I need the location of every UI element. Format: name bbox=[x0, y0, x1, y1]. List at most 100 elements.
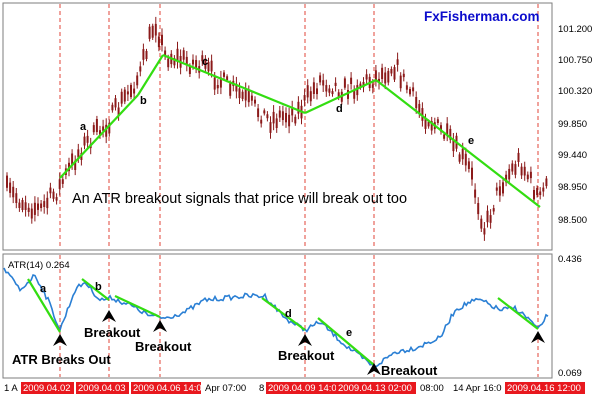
candle-body bbox=[511, 163, 514, 172]
time-label: 2009.04.13 02:00 bbox=[338, 383, 412, 394]
candle-body bbox=[151, 25, 154, 38]
candle-body bbox=[260, 119, 263, 124]
candle-body bbox=[350, 77, 353, 84]
candle-body bbox=[95, 119, 98, 132]
price-trendlines bbox=[59, 53, 541, 208]
candle-body bbox=[337, 92, 340, 97]
candle-body bbox=[297, 101, 300, 114]
candle-body bbox=[111, 104, 114, 111]
candle-body bbox=[331, 91, 334, 95]
time-label: 8 bbox=[259, 383, 264, 394]
atr-trend-segment bbox=[81, 278, 110, 301]
candle-body bbox=[52, 191, 55, 199]
candle-body bbox=[446, 123, 449, 135]
candle-body bbox=[467, 161, 470, 169]
time-label: 14 Apr 16:0 bbox=[453, 383, 502, 394]
trend-segment bbox=[59, 94, 139, 179]
candle-body bbox=[173, 58, 176, 66]
candle-body bbox=[278, 110, 281, 118]
candle-body bbox=[520, 166, 523, 176]
candle-body bbox=[294, 116, 297, 124]
candle-body bbox=[269, 122, 272, 133]
candle-body bbox=[387, 70, 390, 83]
candles bbox=[6, 16, 548, 241]
candle-body bbox=[498, 186, 501, 196]
candle-body bbox=[154, 23, 157, 36]
candle-body bbox=[164, 50, 167, 56]
candle-body bbox=[99, 130, 101, 135]
segment-label-a: a bbox=[80, 121, 87, 133]
candle-body bbox=[529, 171, 532, 179]
atr-axis-max: 0.436 bbox=[558, 254, 582, 265]
candle-body bbox=[120, 91, 123, 104]
candle-body bbox=[319, 75, 322, 83]
candle-body bbox=[142, 49, 145, 60]
time-label: 1 A bbox=[4, 383, 18, 394]
candle-body bbox=[526, 174, 529, 180]
candle-body bbox=[365, 74, 368, 80]
candle-body bbox=[471, 167, 473, 180]
candle-body bbox=[281, 111, 284, 120]
candle-body bbox=[176, 48, 179, 62]
candle-body bbox=[182, 50, 185, 60]
candle-body bbox=[161, 34, 163, 46]
candle-body bbox=[343, 78, 346, 88]
candle-body bbox=[71, 153, 74, 166]
candle-body bbox=[495, 187, 498, 191]
price-axis-label: 101.200 bbox=[558, 24, 592, 35]
candle-body bbox=[241, 91, 244, 99]
candle-body bbox=[40, 203, 43, 208]
price-axis-label: 99.850 bbox=[558, 119, 587, 130]
candle-body bbox=[421, 108, 424, 121]
atr-segment-label-d: d bbox=[285, 308, 292, 320]
candle-body bbox=[133, 88, 136, 94]
candle-body bbox=[114, 98, 117, 108]
candle-body bbox=[55, 197, 58, 201]
candle-body bbox=[486, 210, 489, 223]
candle-body bbox=[192, 59, 194, 65]
atr-axis-min: 0.069 bbox=[558, 368, 582, 379]
atr-trendlines bbox=[27, 278, 539, 366]
candle-body bbox=[9, 182, 12, 193]
atr-segment-label-e: e bbox=[346, 327, 352, 339]
atr-panel-title: ATR(14) 0.264 bbox=[8, 260, 70, 271]
candle-body bbox=[37, 203, 39, 210]
candle-body bbox=[216, 85, 219, 89]
candle-body bbox=[452, 139, 455, 152]
annotation-text: An ATR breakout signals that price will … bbox=[72, 191, 407, 207]
price-axis-label: 98.950 bbox=[558, 182, 587, 193]
candle-body bbox=[458, 154, 461, 162]
candle-body bbox=[443, 134, 446, 139]
atr-trend-segment bbox=[317, 317, 375, 366]
trend-segment bbox=[162, 53, 306, 115]
candle-body bbox=[492, 208, 495, 212]
candle-body bbox=[353, 90, 356, 99]
candle-body bbox=[61, 179, 64, 184]
candle-body bbox=[303, 95, 306, 101]
candle-body bbox=[545, 178, 548, 187]
atr-trend-segment bbox=[114, 295, 161, 318]
atr-segment-label-b: b bbox=[95, 281, 102, 293]
candle-body bbox=[285, 113, 287, 123]
time-label: 2009.04.16 12:00 bbox=[507, 383, 581, 394]
candle-body bbox=[461, 148, 464, 160]
atr-trend-segment bbox=[261, 297, 306, 331]
candle-body bbox=[229, 83, 232, 96]
candle-body bbox=[464, 153, 467, 166]
segment-label-c: c bbox=[202, 56, 208, 68]
price-axis-label: 100.320 bbox=[558, 86, 592, 97]
candle-body bbox=[480, 218, 483, 229]
candle-body bbox=[436, 119, 439, 123]
candle-body bbox=[24, 202, 27, 210]
candle-body bbox=[312, 82, 315, 94]
candle-body bbox=[204, 58, 207, 69]
candle-body bbox=[12, 186, 15, 198]
candle-body bbox=[418, 103, 421, 114]
candle-body bbox=[102, 126, 105, 131]
trend-segment bbox=[137, 54, 164, 96]
candle-body bbox=[49, 187, 52, 194]
candle-body bbox=[130, 84, 132, 98]
candle-body bbox=[489, 215, 492, 223]
candle-body bbox=[356, 85, 359, 96]
